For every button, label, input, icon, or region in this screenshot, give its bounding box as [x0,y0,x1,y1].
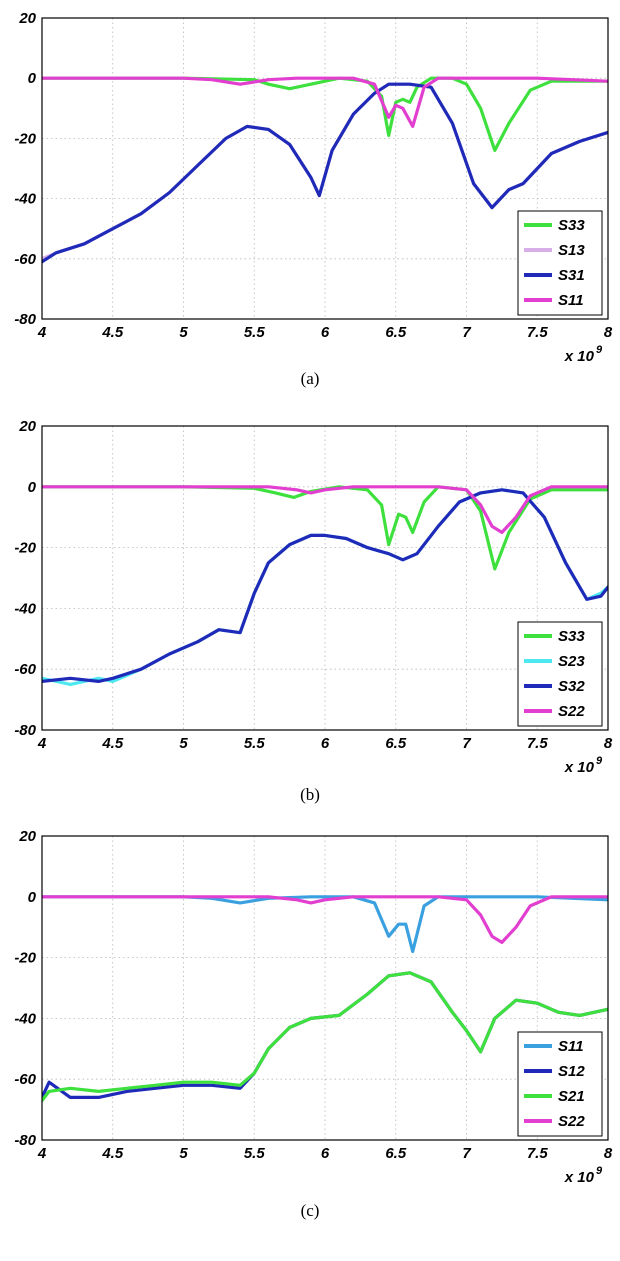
x-tick-label: 6.5 [385,1145,407,1162]
series-line-s22 [42,895,608,945]
legend-label: S22 [558,703,585,720]
series-line-s31 [42,82,608,264]
series-line-s11 [42,76,608,129]
y-tick-label: -40 [14,191,36,208]
x-tick-label: 8 [604,324,613,341]
x-tick-label: 7 [462,735,471,752]
series-line-s32 [42,488,608,684]
x-tick-label: 7.5 [527,1145,549,1162]
plot-frame [41,425,609,731]
y-tick-label: -20 [14,950,36,967]
legend-label: S12 [558,1063,585,1080]
x-tick-label: 7 [462,324,471,341]
x-scale-label: x 10 [564,759,595,776]
y-tick-label: -40 [14,1010,36,1027]
series-line-s33 [42,76,608,152]
x-tick-label: 4.5 [101,735,124,752]
legend-label: S33 [558,217,585,234]
x-tick-label: 8 [604,1145,613,1162]
chart-panel-2: 4 4.5 5 5.5 6 6.5 7 7.5 8 20 0 -20 -40 -60 -80 S33 S23 S3… [14,418,613,804]
legend-box [517,1031,603,1137]
chart-panel-3: 4 4.5 5 5.5 6 6.5 7 7.5 8 20 0 -20 -40 -60 -80 S11 S12 S2… [14,828,613,1220]
x-tick-label: 6 [321,1145,330,1162]
chart-panel-1: 4 4.5 5 5.5 6 6.5 7 7.5 8 20 0 -20 -40 -60 -80 S33 S13 S3… [14,10,613,388]
y-tick-label: 20 [18,418,36,435]
y-tick-label: -80 [14,311,36,328]
y-tick-label: 0 [28,889,37,906]
y-tick-label: 0 [28,479,37,496]
series-line-s33 [42,485,608,571]
x-tick-label: 6.5 [385,735,407,752]
y-tick-label: 20 [18,10,36,27]
legend-label: S22 [558,1113,585,1130]
x-tick-label: 4.5 [101,1145,124,1162]
y-tick-label: -60 [14,251,36,268]
x-scale-label: x 10 [564,1169,595,1186]
x-scale-exponent: 9 [596,755,603,767]
x-tick-label: 7.5 [527,324,549,341]
x-tick-label: 8 [604,735,613,752]
x-tick-label: 4.5 [101,324,124,341]
legend-box [517,621,603,727]
y-tick-label: -20 [14,540,36,557]
x-tick-label: 5 [179,324,188,341]
legend-label: S11 [558,292,584,309]
legend-label: S21 [558,1088,585,1105]
x-tick-label: 6 [321,735,330,752]
x-scale-label: x 10 [564,348,595,365]
x-tick-label: 5 [179,1145,188,1162]
y-tick-label: 0 [28,70,37,87]
plot-frame [41,17,609,320]
x-tick-label: 6 [321,324,330,341]
y-tick-label: -20 [14,130,36,147]
legend-label: S13 [558,242,585,259]
legend-label: S23 [558,653,585,670]
x-tick-label: 5.5 [244,735,266,752]
x-tick-label: 5 [179,735,188,752]
series-line-s22 [42,485,608,535]
legend-label: S32 [558,678,585,695]
y-tick-label: -80 [14,1132,36,1149]
x-tick-label: 6.5 [385,324,407,341]
x-tick-label: 5.5 [244,324,266,341]
y-tick-label: -40 [14,600,36,617]
panel-caption: (b) [300,785,320,804]
x-scale-exponent: 9 [596,344,603,356]
legend-box [517,210,603,316]
x-tick-label: 7.5 [527,735,549,752]
x-tick-label: 5.5 [244,1145,266,1162]
series-line-s11 [42,895,608,954]
y-tick-label: -60 [14,661,36,678]
x-tick-label: 4 [37,735,47,752]
y-tick-label: -60 [14,1071,36,1088]
x-tick-label: 7 [462,1145,471,1162]
legend-label: S31 [558,267,585,284]
x-tick-label: 4 [37,324,47,341]
x-scale-exponent: 9 [596,1165,603,1177]
plot-frame [41,835,609,1141]
legend-label: S11 [558,1038,584,1055]
x-tick-label: 4 [37,1145,47,1162]
panel-caption: (c) [301,1201,320,1220]
panel-caption: (a) [301,369,320,388]
y-tick-label: -80 [14,722,36,739]
series-line-s21 [42,971,608,1103]
legend-label: S33 [558,628,585,645]
y-tick-label: 20 [18,828,36,845]
